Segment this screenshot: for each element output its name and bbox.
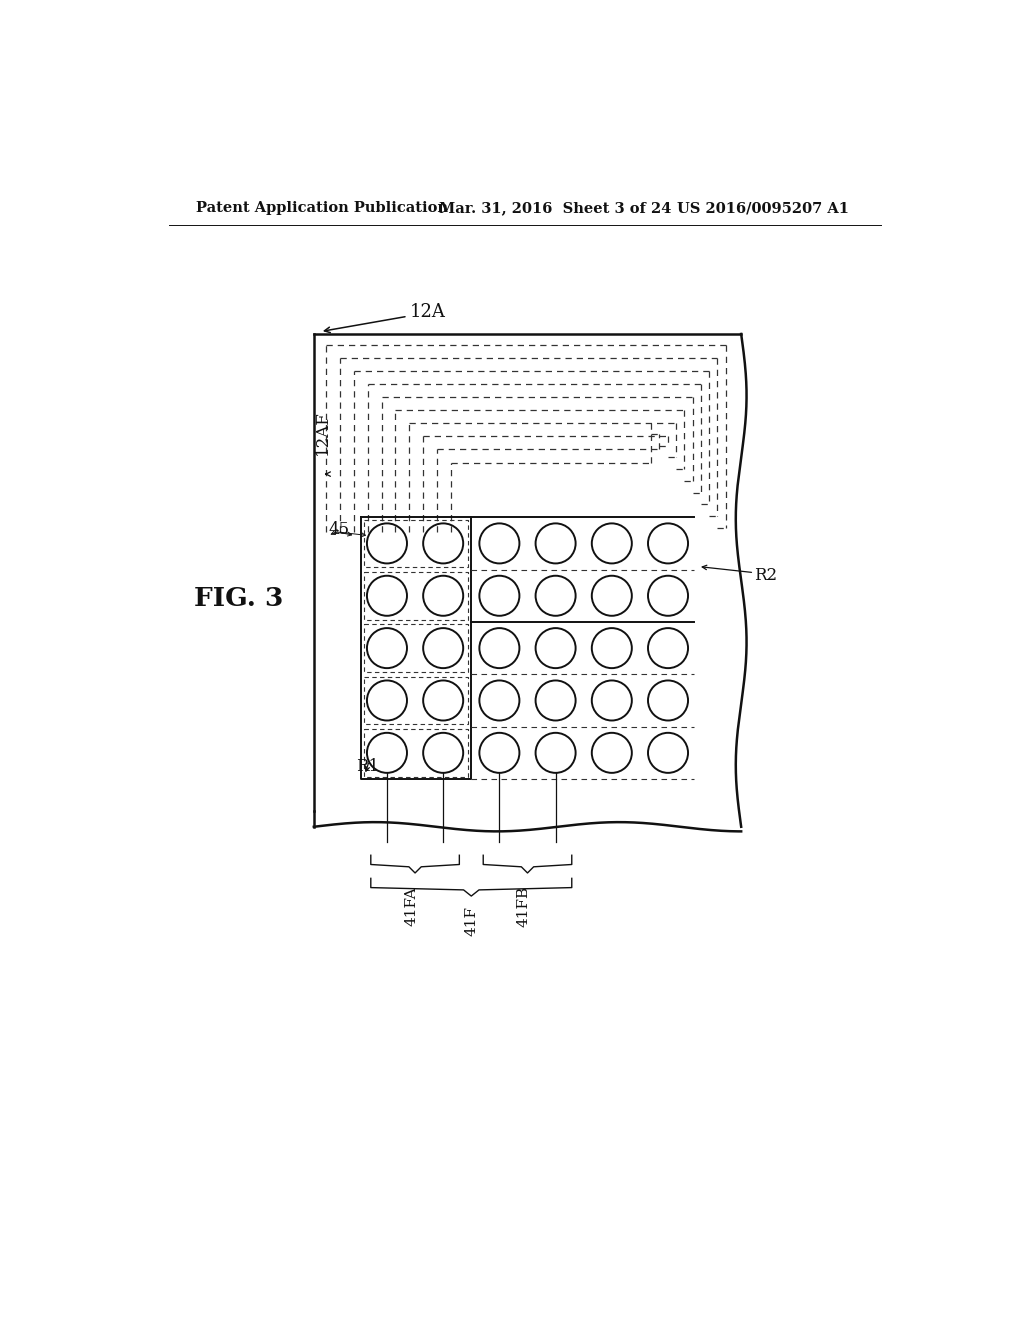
Text: Patent Application Publication: Patent Application Publication bbox=[196, 202, 449, 215]
Text: US 2016/0095207 A1: US 2016/0095207 A1 bbox=[677, 202, 849, 215]
Text: 41FA: 41FA bbox=[404, 886, 418, 925]
Text: 41FB: 41FB bbox=[517, 886, 530, 927]
Text: FIG. 3: FIG. 3 bbox=[194, 586, 283, 611]
Text: R2: R2 bbox=[755, 568, 777, 585]
Text: Mar. 31, 2016  Sheet 3 of 24: Mar. 31, 2016 Sheet 3 of 24 bbox=[438, 202, 671, 215]
Text: 41F: 41F bbox=[464, 906, 478, 936]
Text: 12AF: 12AF bbox=[313, 411, 331, 455]
Text: R1: R1 bbox=[356, 758, 379, 775]
Text: 45: 45 bbox=[329, 521, 349, 539]
Text: 12A: 12A bbox=[410, 304, 445, 321]
